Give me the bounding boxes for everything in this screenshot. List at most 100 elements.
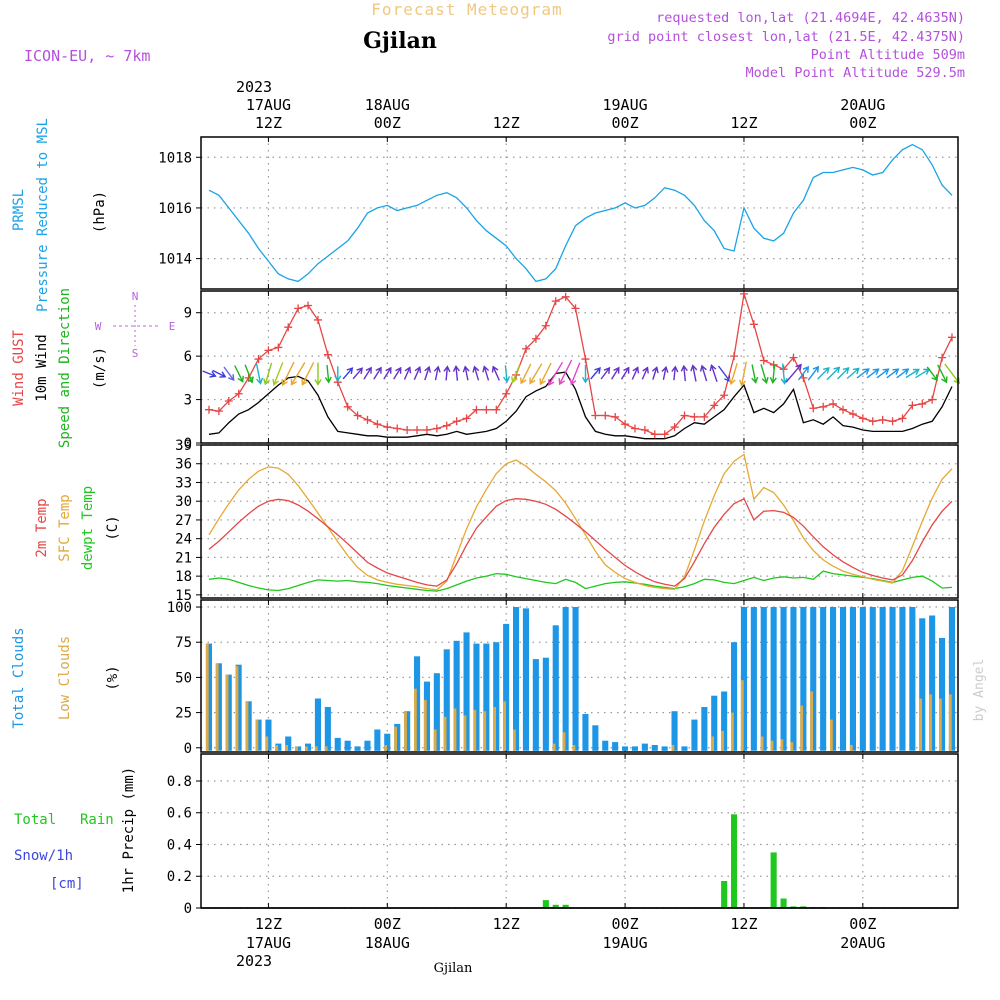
precip-background xyxy=(201,754,958,908)
precip-ytick-label-3: 0.6 xyxy=(167,806,192,822)
wind-arrow-5 xyxy=(255,363,264,385)
gust-point-5 xyxy=(254,355,263,364)
wind-panel: 0 3 6 9 xyxy=(184,289,960,452)
precip-ytick-label-1: 0.2 xyxy=(167,869,192,885)
wind-arrow-36 xyxy=(558,359,573,386)
pressure-ytick-label-0: 1014 xyxy=(158,252,192,268)
gust-point-6 xyxy=(264,346,273,355)
gust-point-48 xyxy=(680,411,689,420)
wind-ytick-label-0: 0 xyxy=(184,436,192,452)
top-hour-label-5: 00Z xyxy=(849,114,876,132)
top-axis-year: 2023 xyxy=(236,78,272,96)
gust-point-70 xyxy=(898,414,907,423)
precip-rain-label: Rain xyxy=(80,812,114,828)
gust-point-15 xyxy=(353,411,362,420)
bottom-date-label-5: 20AUG xyxy=(840,934,885,952)
top-date-label-3: 19AUG xyxy=(603,96,648,114)
wind-arrow-12 xyxy=(324,364,332,384)
total-cloud-bar-42 xyxy=(622,746,629,751)
total-cloud-bar-36 xyxy=(562,607,569,751)
total-cloud-bar-35 xyxy=(552,625,559,751)
gust-point-45 xyxy=(650,430,659,439)
low-cloud-bar-12 xyxy=(324,746,328,751)
total-cloud-bar-44 xyxy=(641,743,648,751)
cloud-ytick-label-2: 50 xyxy=(175,670,192,686)
total-cloud-bar-26 xyxy=(463,632,470,751)
gust-point-1 xyxy=(214,407,223,416)
total-cloud-bar-41 xyxy=(612,742,619,751)
gust-point-24 xyxy=(442,421,451,430)
wind-arrow-34 xyxy=(539,362,552,386)
gust-label: Wind GUST xyxy=(11,330,27,406)
top-hour-label-4: 12Z xyxy=(730,114,757,132)
precip-ytick-label-0: 0 xyxy=(184,901,192,917)
bottom-hour-label-5: 00Z xyxy=(849,915,876,933)
gust-point-9 xyxy=(294,304,303,313)
total-cloud-bar-15 xyxy=(354,746,361,751)
wind-arrow-20 xyxy=(403,366,412,380)
top-hour-label-1: 00Z xyxy=(374,114,401,132)
precip-frame xyxy=(200,753,959,909)
gust-point-44 xyxy=(640,425,649,434)
total-cloud-bar-8 xyxy=(285,736,292,751)
wind-arrow-60 xyxy=(797,365,810,381)
temp-frame xyxy=(200,444,959,599)
wind-arrow-17 xyxy=(373,366,382,380)
low-cloud-bar-6 xyxy=(265,736,269,751)
total-cloud-bar-48 xyxy=(681,746,688,751)
temp-ytick-label-6: 33 xyxy=(175,475,192,491)
low-cloud-bar-61 xyxy=(810,691,813,751)
total-cloud-bar-33 xyxy=(532,659,539,751)
wind-arrow-64 xyxy=(837,367,850,380)
total-cloud-bar-65 xyxy=(849,607,856,751)
gust-point-55 xyxy=(749,320,758,329)
wind-label: 10m Wind xyxy=(34,334,50,401)
wind-arrow-11 xyxy=(314,362,322,386)
total-cloud-bar-29 xyxy=(493,642,500,751)
low-cloud-bar-30 xyxy=(503,701,506,751)
gust-point-64 xyxy=(839,405,848,414)
top-date-label-0: 17AUG xyxy=(246,96,291,114)
low-cloud-bar-20 xyxy=(404,711,407,751)
wind-arrow-15 xyxy=(352,367,363,380)
low-cloud-bar-9 xyxy=(295,746,298,751)
wind-arrow-16 xyxy=(363,366,372,380)
cloud-ytick-label-1: 25 xyxy=(175,706,192,722)
precip-ytick-label-4: 0.8 xyxy=(167,774,192,790)
wind-ytick-label-2: 6 xyxy=(184,349,192,365)
wind-arrow-32 xyxy=(520,363,532,385)
gust-point-18 xyxy=(383,423,392,432)
wind-arrow-35 xyxy=(548,361,564,386)
temp2m-line xyxy=(208,497,953,587)
top-hour-label-2: 12Z xyxy=(493,114,520,132)
wind-arrow-41 xyxy=(611,366,620,380)
wind-arrow-27 xyxy=(472,365,480,381)
gust-point-50 xyxy=(700,412,709,421)
footer-location: Gjilan xyxy=(434,961,473,976)
total-cloud-bar-23 xyxy=(433,673,440,751)
total-cloud-bar-27 xyxy=(473,643,480,751)
rain-bar-2 xyxy=(562,904,569,908)
wind-arrow-18 xyxy=(383,366,392,380)
wind-arrow-45 xyxy=(651,366,659,380)
total-cloud-bar-68 xyxy=(879,607,886,751)
gust-point-52 xyxy=(720,391,729,400)
wind-arrow-14 xyxy=(342,367,354,380)
temp-ytick-label-7: 36 xyxy=(175,457,192,473)
low-cloud-bar-37 xyxy=(572,745,576,751)
pressure-panel: 1014 1016 1018 xyxy=(158,136,959,290)
gust-point-23 xyxy=(432,424,441,433)
dewpt-label: dewpt Temp xyxy=(80,486,96,570)
top-date-label-1: 18AUG xyxy=(365,96,410,114)
wind-arrow-46 xyxy=(661,365,669,380)
rain-bar-7 xyxy=(780,898,787,908)
model-altitude: Model Point Altitude 529.5m xyxy=(746,65,965,81)
wind-arrow-57 xyxy=(769,364,777,384)
total-cloud-bar-3 xyxy=(235,664,242,751)
gust-point-41 xyxy=(611,412,620,421)
precip-ytick-label-2: 0.4 xyxy=(167,837,192,853)
total-cloud-bar-50 xyxy=(701,707,708,751)
gust-point-47 xyxy=(670,423,679,432)
low-cloud-bar-28 xyxy=(483,711,487,751)
